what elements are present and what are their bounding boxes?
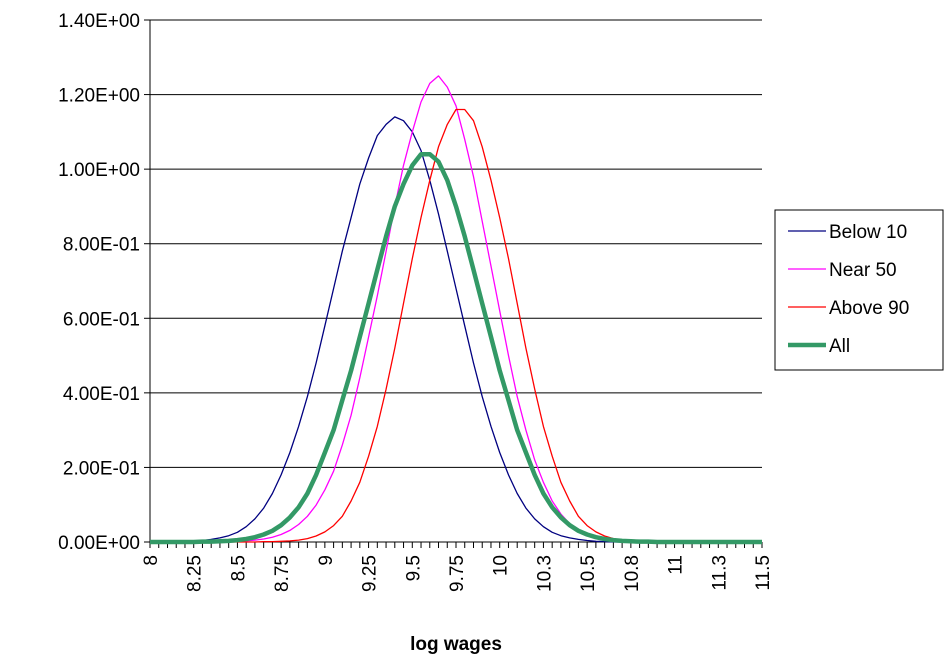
x-tick-label: 10.8 xyxy=(622,555,643,592)
x-tick-label: 9.25 xyxy=(360,555,381,592)
legend: Below 10 Near 50 Above 90 All xyxy=(774,209,944,371)
x-tick-label: 10 xyxy=(491,555,512,576)
x-tick-label: 8.75 xyxy=(272,555,293,592)
y-tick-label: 8.00E-01 xyxy=(63,235,140,256)
x-tick-label: 10.3 xyxy=(534,555,555,592)
legend-label: All xyxy=(829,336,850,357)
legend-label: Near 50 xyxy=(829,260,897,281)
y-tick-label: 4.00E-01 xyxy=(63,384,140,405)
x-tick-label: 8 xyxy=(141,555,162,566)
axes xyxy=(149,20,763,548)
y-tick-label: 0.00E+00 xyxy=(58,533,140,554)
y-tick-label: 2.00E-01 xyxy=(63,458,140,479)
x-tick-label: 11.3 xyxy=(709,555,730,591)
x-tick-label: 9.75 xyxy=(447,555,468,592)
y-tick-label: 1.20E+00 xyxy=(58,86,140,107)
x-tick-label: 9.5 xyxy=(403,555,424,581)
legend-label: Below 10 xyxy=(829,222,907,243)
legend-label: Above 90 xyxy=(829,298,909,319)
series-line-below-10 xyxy=(150,116,762,543)
x-axis-title: log wages xyxy=(410,634,502,655)
x-tick-label: 11.5 xyxy=(753,555,774,591)
x-tick-label: 9 xyxy=(316,555,337,566)
x-tick-label: 11 xyxy=(666,555,687,575)
series-line-above-90 xyxy=(150,108,762,543)
y-tick-label: 6.00E-01 xyxy=(63,309,140,330)
series-line-near-50 xyxy=(150,75,762,543)
x-tick-label: 8.25 xyxy=(185,555,206,592)
x-tick-labels: 8 8.25 8.5 8.75 9 9.25 9.5 9.75 10 10.3 10.5 10.8 11… xyxy=(141,555,774,592)
y-tick-label: 1.40E+00 xyxy=(58,11,140,32)
series-line-all xyxy=(150,151,762,545)
x-tick-label: 10.5 xyxy=(578,555,599,592)
x-tick-label: 8.5 xyxy=(228,555,249,581)
grid-lines xyxy=(144,19,762,543)
y-tick-label: 1.00E+00 xyxy=(58,160,140,181)
series-lines xyxy=(150,75,762,545)
y-tick-labels: 0.00E+00 2.00E-01 4.00E-01 6.00E-01 8.00E-01… xyxy=(58,11,140,554)
